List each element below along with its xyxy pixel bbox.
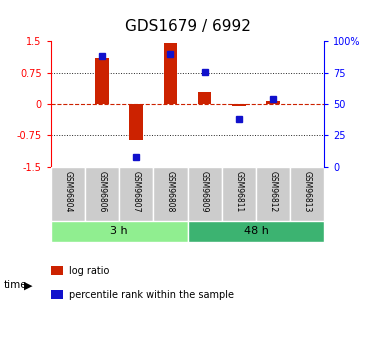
Bar [95, 58, 109, 104]
Bar [119, 167, 153, 220]
Text: log ratio: log ratio [69, 266, 109, 276]
Text: GSM96809: GSM96809 [200, 171, 209, 213]
Bar [198, 91, 211, 104]
Text: GSM96806: GSM96806 [98, 171, 106, 213]
Text: 48 h: 48 h [243, 226, 268, 236]
Text: GSM96808: GSM96808 [166, 171, 175, 213]
Bar [85, 167, 119, 220]
Text: GSM96812: GSM96812 [268, 171, 278, 213]
Bar [188, 220, 324, 242]
Text: GSM96811: GSM96811 [234, 171, 243, 213]
Text: GSM96813: GSM96813 [303, 171, 312, 213]
Bar [266, 101, 280, 104]
Bar [232, 104, 246, 106]
Bar [222, 167, 256, 220]
Text: GSM96804: GSM96804 [63, 171, 72, 213]
Text: time: time [4, 280, 27, 289]
Bar [153, 167, 188, 220]
Bar [51, 220, 188, 242]
Bar [256, 167, 290, 220]
Text: 3 h: 3 h [110, 226, 128, 236]
Bar [188, 167, 222, 220]
Text: GSM96807: GSM96807 [132, 171, 141, 213]
Bar [164, 43, 177, 104]
Text: GDS1679 / 6992: GDS1679 / 6992 [124, 19, 250, 34]
Bar [51, 167, 85, 220]
Text: percentile rank within the sample: percentile rank within the sample [69, 290, 234, 300]
Bar [290, 167, 324, 220]
Text: ▶: ▶ [24, 281, 33, 290]
Bar [129, 104, 143, 140]
